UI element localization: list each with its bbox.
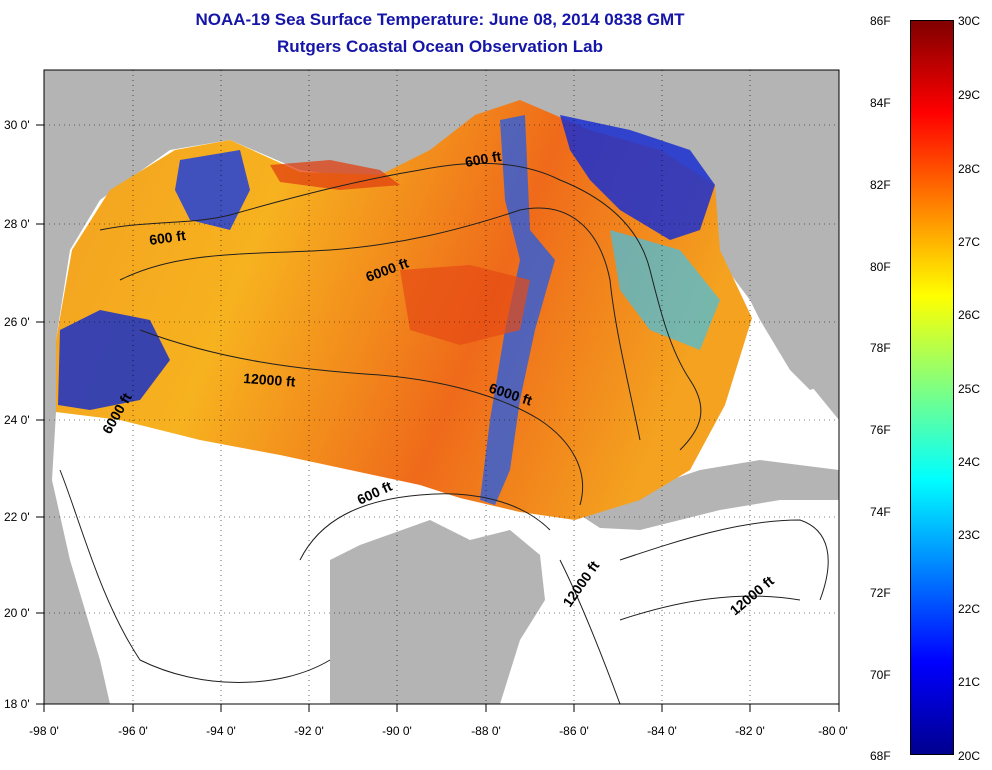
colorbar-c-label: 26C <box>958 308 981 322</box>
lon-label: -88 0' <box>471 724 501 738</box>
colorbar-c-label: 27C <box>958 235 981 249</box>
florida-peninsula <box>700 150 839 390</box>
colorbar-c-label: 20C <box>958 749 981 763</box>
lon-label: -92 0' <box>294 724 324 738</box>
lat-label: 22 0' <box>4 510 30 524</box>
warm-core <box>400 265 530 345</box>
map-title: NOAA-19 Sea Surface Temperature: June 08… <box>195 10 685 29</box>
colorbar-f-label: 84F <box>870 96 891 110</box>
lat-label: 26 0' <box>4 315 30 329</box>
yucatan-peninsula <box>330 520 545 704</box>
lat-label: 18 0' <box>4 697 30 711</box>
colorbar-f-label: 78F <box>870 341 891 355</box>
cold-texas <box>175 150 250 230</box>
lon-label: -86 0' <box>559 724 589 738</box>
lon-label: -90 0' <box>382 724 412 738</box>
colorbar-c-label: 24C <box>958 455 981 469</box>
contour-label: 12000 ft <box>243 370 296 390</box>
colorbar-c-label: 30C <box>958 14 981 28</box>
lon-label: -96 0' <box>118 724 148 738</box>
colorbar-f-label: 76F <box>870 423 891 437</box>
cool-shelf-florida <box>610 230 720 350</box>
colorbar-c-label: 25C <box>958 382 981 396</box>
lon-label: -98 0' <box>29 724 59 738</box>
warm-coast-north <box>270 160 400 190</box>
lat-label: 30 0' <box>4 118 30 132</box>
colorbar-c-label: 23C <box>958 528 981 542</box>
lon-label: -80 0' <box>818 724 848 738</box>
cold-upwelling-east <box>560 115 715 240</box>
cuba-island <box>580 460 839 530</box>
colorbar-c-label: 22C <box>958 602 981 616</box>
lon-label: -84 0' <box>647 724 677 738</box>
map-grid <box>44 70 839 704</box>
lat-label: 20 0' <box>4 606 30 620</box>
contour-label: 600 ft <box>148 227 187 248</box>
colorbar-f-label: 82F <box>870 178 891 192</box>
temperature-colorbar <box>910 20 954 755</box>
lat-label: 28 0' <box>4 217 30 231</box>
colorbar-c-label: 29C <box>958 88 981 102</box>
colorbar-f-label: 74F <box>870 505 891 519</box>
map-subtitle: Rutgers Coastal Ocean Observation Lab <box>277 37 603 56</box>
colorbar-f-label: 80F <box>870 260 891 274</box>
lon-label: -82 0' <box>735 724 765 738</box>
map-frame <box>43 69 840 705</box>
colorbar-c-label: 21C <box>958 675 981 689</box>
colorbar-f-label: 70F <box>870 668 891 682</box>
lon-label: -94 0' <box>206 724 236 738</box>
cold-west-coast <box>58 310 170 410</box>
depth-contours <box>59 162 829 704</box>
colorbar-c-label: 28C <box>958 162 981 176</box>
colorbar-f-label: 68F <box>870 749 891 763</box>
colorbar-f-label: 72F <box>870 586 891 600</box>
lat-label: 24 0' <box>4 413 30 427</box>
colorbar-f-label: 86F <box>870 14 891 28</box>
contour-label: 600 ft <box>464 148 503 170</box>
